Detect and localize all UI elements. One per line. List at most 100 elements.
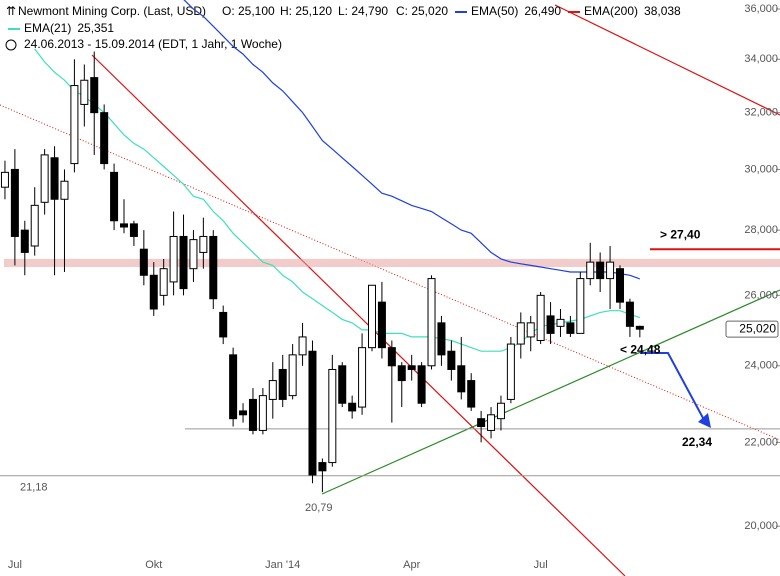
x-tick-label: Apr [403,559,420,571]
candle-body [100,112,109,165]
candle-body [258,395,267,431]
ohlc: H: 25,120 [280,4,332,18]
y-tick-label: 28,000 [744,224,778,236]
candle-body [467,380,476,408]
price-tag: 25,020 [739,321,776,335]
trend-lines [0,4,780,576]
arrow-head [698,413,711,428]
candle-body [447,350,456,370]
candle-body [526,322,535,338]
ema-line [34,48,640,352]
ohlc: O: 25,100 [222,4,275,18]
candle-body [139,248,148,276]
candle-body [298,336,307,356]
legend-label: EMA(21) [24,21,71,35]
candle-body [506,343,515,400]
annotation: < 24,48 [620,343,661,357]
candle-body [248,398,257,431]
candle-body [0,171,9,188]
candle-body [586,261,595,280]
candle-body [120,223,128,228]
ohlc: L: 24,790 [338,4,388,18]
candle-body [606,261,615,280]
candle-body [268,380,277,400]
up-trend [321,289,780,495]
ema-line [183,0,641,280]
candle-body [159,268,168,296]
candle-body [625,301,634,327]
candle-body [556,318,565,327]
candle-body [179,235,188,290]
candle-body [368,284,376,349]
candle-body [189,239,198,270]
candle-body [60,180,69,200]
ohlc: C: 25,020 [396,4,448,18]
x-tick-label: Jul [8,559,22,571]
resistance-zone [4,258,780,268]
candle-body [229,354,238,420]
candle-body [487,414,496,431]
legend-value: 25,351 [77,21,114,35]
candle-body [209,235,218,300]
candle-body [70,85,79,165]
candle-body [338,365,347,404]
y-tick-label: 20,000 [744,520,778,532]
y-tick-label: 34,000 [744,53,778,65]
candle-body [288,354,297,397]
candle-body [596,261,605,280]
candle-body [407,365,416,370]
candle-body [169,235,178,283]
candle-body [30,204,39,247]
clock-icon [5,39,17,51]
y-tick-label: 36,000 [744,3,778,15]
legend-label: EMA(50) [471,4,518,18]
candle-body [219,311,228,338]
candle-body [358,347,367,408]
candle-body [10,168,19,237]
candle-body [546,315,555,334]
y-tick-label: 22,000 [744,436,778,448]
dotted-trend [0,104,780,441]
candle-body [387,347,396,367]
candle-body [348,402,357,412]
candle-body [318,462,327,472]
y-tick-label: 30,000 [744,163,778,175]
candle-body [397,365,406,382]
y-tick-label: 26,000 [744,289,778,301]
candle-body [308,350,317,476]
down-trend-upper [554,4,780,116]
candle-body [129,223,138,237]
candle-body [149,274,158,310]
candle-body [457,365,466,393]
annotation: 20,79 [305,502,333,514]
x-tick-label: Okt [145,559,162,571]
candle-body [199,235,208,253]
y-tick-label: 32,000 [744,107,778,119]
candle-body [377,301,386,349]
y-tick-label: 24,000 [744,360,778,372]
candle-body [437,322,446,356]
candle-body [50,157,59,200]
annotation: 22,34 [682,435,712,449]
candle-body [566,322,575,334]
candle-body [477,418,486,427]
candle-body [496,402,505,420]
candle-body [40,154,49,203]
price-tag-box [725,320,779,338]
candle-body [536,294,545,341]
candle-body [616,268,624,303]
legend-label: EMA(200) [584,4,638,18]
candle-body [635,325,644,330]
x-tick-label: Jan '14 [265,559,300,571]
candle-body [427,278,436,367]
candle-body [110,171,119,222]
candle-body [278,368,287,400]
icon: ⇈ [6,4,16,18]
candle-body [90,77,99,114]
chart-title: Newmont Mining Corp. (Last, USD) [18,4,206,18]
annotation: 21,18 [20,482,48,494]
forecast-arrow [640,352,704,419]
annotation: > 27,40 [660,227,701,241]
candle-body [576,278,585,334]
